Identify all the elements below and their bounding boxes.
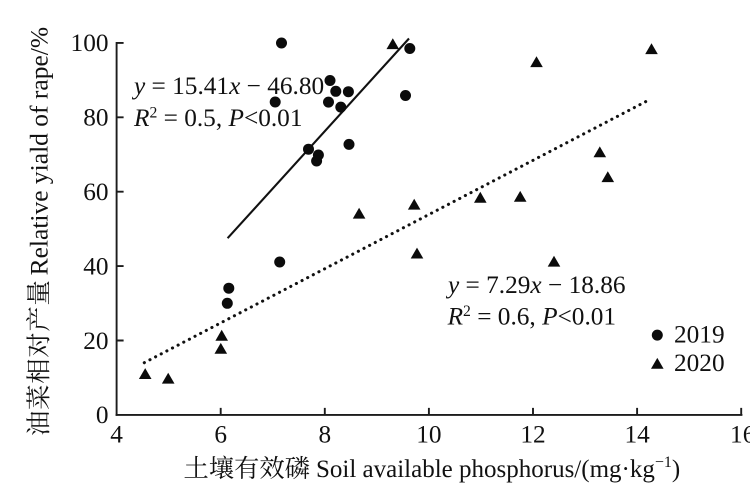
svg-text:Soil available phosphorus/(mg·: Soil available phosphorus/(mg·kg−1) [316, 454, 680, 483]
svg-text:Relative yiald of rape/%: Relative yiald of rape/% [25, 27, 54, 276]
svg-text:R2 = 0.5, P<0.01: R2 = 0.5, P<0.01 [133, 104, 302, 132]
svg-text:60: 60 [83, 178, 108, 206]
svg-text:100: 100 [71, 29, 109, 57]
svg-text:0: 0 [96, 401, 109, 429]
svg-text:20: 20 [83, 327, 108, 355]
svg-text:y = 15.41x − 46.80: y = 15.41x − 46.80 [131, 72, 324, 100]
svg-text:10: 10 [416, 421, 441, 449]
svg-text:2019: 2019 [674, 321, 725, 349]
svg-text:40: 40 [83, 252, 108, 280]
svg-text:8: 8 [318, 421, 331, 449]
svg-text:12: 12 [520, 421, 545, 449]
svg-text:R2 = 0.6, P<0.01: R2 = 0.6, P<0.01 [447, 302, 616, 330]
svg-text:4: 4 [110, 421, 123, 449]
svg-text:14: 14 [624, 421, 650, 449]
svg-text:16: 16 [730, 421, 750, 449]
svg-text:2020: 2020 [674, 349, 725, 377]
svg-text:6: 6 [214, 421, 227, 449]
svg-text:80: 80 [83, 104, 108, 132]
svg-text:y = 7.29x − 18.86: y = 7.29x − 18.86 [445, 271, 626, 299]
